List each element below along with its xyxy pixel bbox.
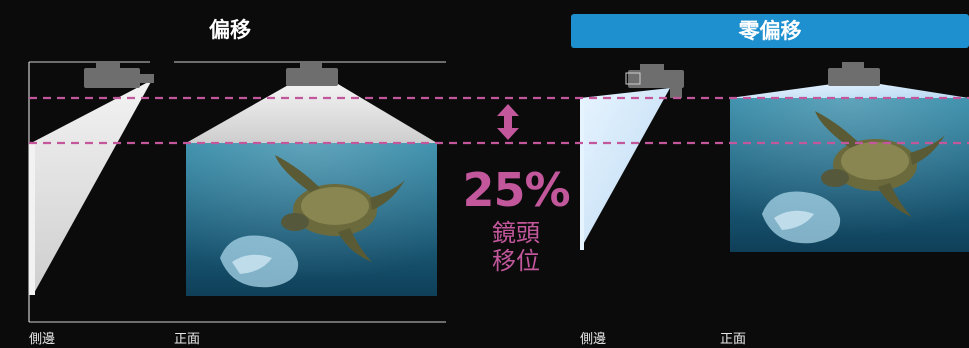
side-beam [580, 88, 670, 250]
side-screen [29, 142, 35, 295]
side-screen [580, 98, 584, 250]
side-beam [33, 80, 152, 295]
zero-offset-title: 零偏移 [738, 19, 802, 43]
lens-shift-line2: 移位 [492, 247, 540, 275]
right-front-caption: 正面 [720, 332, 747, 347]
left-front-caption: 正面 [174, 332, 201, 347]
projector-icon [625, 64, 684, 98]
lens-shift-line1: 鏡頭 [492, 219, 540, 247]
projector-icon [286, 62, 338, 86]
double-arrow-icon [497, 104, 519, 140]
front-beam [730, 84, 969, 98]
projector-icon [828, 62, 880, 86]
offset-title: 偏移 [209, 18, 251, 42]
right-side-view [580, 64, 684, 250]
shift-percentage: 25% [462, 163, 570, 217]
left-front-view [150, 61, 446, 323]
left-side-view [28, 61, 154, 323]
left-side-caption: 側邊 [29, 332, 56, 347]
right-side-caption: 側邊 [580, 332, 607, 347]
turtle-image [730, 98, 969, 252]
turtle-image [186, 143, 437, 296]
front-beam [186, 84, 437, 143]
lens-shift-label: 鏡頭 移位 [462, 219, 570, 275]
projector-icon [84, 62, 154, 88]
right-front-view [730, 62, 969, 252]
zero-offset-title-bar [571, 14, 969, 48]
